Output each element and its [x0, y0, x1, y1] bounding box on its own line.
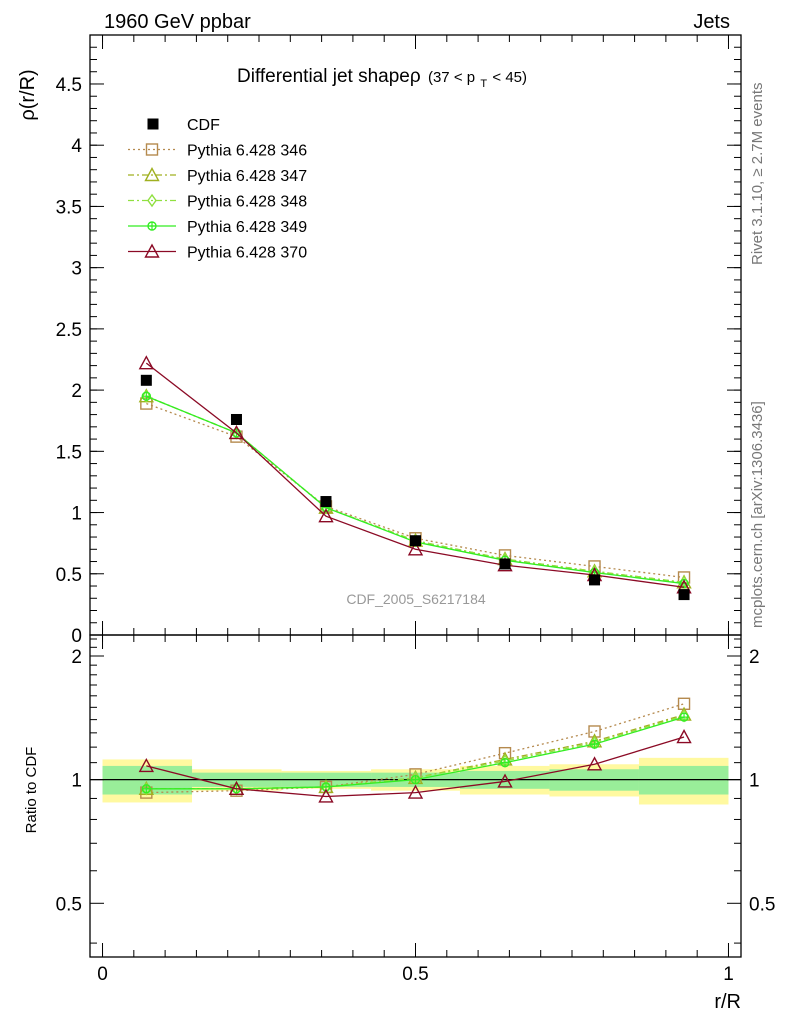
main-series-layer	[138, 355, 692, 601]
y-axis-label: ρ(r/R)	[17, 69, 39, 120]
y-tick-label: 0	[71, 626, 82, 647]
legend-marker	[144, 167, 160, 182]
x-tick-label: 1	[723, 964, 734, 985]
legend-entry-2: Pythia 6.428 347	[128, 167, 307, 185]
series-5-point	[318, 508, 334, 523]
series-4-ratio-point	[500, 757, 510, 768]
legend-data-marker	[147, 118, 159, 130]
series-5-point	[138, 355, 155, 370]
rivet-label: Rivet 3.1.10, ≥ 2.7M events	[749, 83, 766, 266]
mcplots-label: mcplots.cern.ch [arXiv:1306.3436]	[749, 401, 766, 628]
header-right: Jets	[693, 11, 730, 33]
legend-label: Pythia 6.428 347	[187, 168, 307, 185]
series-5-point	[407, 541, 424, 556]
ratio-tick-label-right: 1	[749, 771, 760, 792]
data-point	[499, 558, 511, 570]
series-5-ratio-point	[228, 780, 245, 795]
series-5-ratio-line	[146, 736, 685, 798]
x-tick-label: 0.5	[402, 964, 428, 985]
y-tick-label: 4.5	[56, 75, 82, 96]
data-point	[230, 413, 242, 425]
main-axes: 0 0.5 1 1.5 2 2.5 3 3.5 4 4.5	[56, 34, 741, 647]
series-5-ratio-point	[676, 729, 692, 744]
data-point	[589, 574, 601, 586]
series-3-ratio-point	[321, 780, 331, 794]
main-panel: 0 0.5 1 1.5 2 2.5 3 3.5 4 4.5 Differential jet sh…	[17, 34, 742, 647]
ratio-series-layer	[138, 697, 692, 803]
ratio-panel: 0 0.5 1 0.5 0.5 1 1 2 2 Ratio to CDF r/R	[23, 634, 775, 1013]
data-point	[140, 374, 152, 386]
y-tick-label: 1	[71, 504, 82, 525]
ratio-tick-label: 0.5	[56, 894, 82, 915]
series-5-ratio-point	[497, 773, 513, 788]
series-4-ratio-point	[410, 774, 421, 785]
series-4-point	[141, 391, 152, 401]
ratio-tick-label-right: 2	[749, 647, 760, 668]
legend-label: Pythia 6.428 349	[187, 219, 307, 236]
chart-title-range-tail: < 45)	[492, 69, 527, 86]
y-tick-label: 2.5	[56, 320, 82, 341]
series-5-ratio-point	[586, 756, 603, 771]
legend-data-label: CDF	[187, 117, 220, 134]
ratio-axis-label: Ratio to CDF	[23, 747, 40, 834]
series-4-ratio-point	[589, 739, 600, 749]
legend-entry-1: Pythia 6.428 346	[128, 143, 307, 160]
legend: CDF Pythia 6.428 346 Pythia 6.428 347 Pythi…	[128, 117, 307, 262]
ratio-frame	[89, 634, 742, 958]
series-3-point	[141, 389, 152, 403]
chart-title: Differential jet shapeρ (37 < p T < 45)	[237, 66, 527, 92]
series-3-ratio-point	[141, 782, 152, 796]
series-5-ratio-point	[318, 788, 334, 803]
series-4-ratio-point	[679, 712, 689, 722]
ratio-tick-label: 2	[71, 647, 82, 668]
legend-entry-3: Pythia 6.428 348	[128, 194, 307, 211]
series-4-ratio-point	[141, 784, 152, 794]
chart-title-range-sub: T	[480, 78, 487, 90]
chart-title-main: Differential jet shapeρ	[237, 66, 421, 87]
y-tick-label: 4	[71, 136, 82, 157]
legend-entry-4: Pythia 6.428 349	[128, 219, 307, 236]
legend-label: Pythia 6.428 346	[187, 143, 307, 160]
ratio-tick-label: 1	[71, 771, 82, 792]
series-5-line	[145, 362, 685, 588]
y-tick-label: 3.5	[56, 197, 82, 218]
data-point	[320, 496, 332, 508]
y-tick-label: 3	[71, 259, 82, 280]
series-5-ratio-point	[138, 757, 155, 773]
legend-marker	[144, 243, 160, 258]
data-point	[678, 589, 690, 601]
legend-label: Pythia 6.428 370	[187, 245, 307, 262]
analysis-id: CDF_2005_S6217184	[346, 591, 486, 607]
legend-entry-data: CDF	[147, 117, 220, 134]
x-tick-label: 0	[97, 964, 108, 985]
x-axis-label: r/R	[714, 991, 741, 1013]
data-point	[410, 535, 421, 547]
y-tick-label: 1.5	[56, 442, 82, 463]
legend-marker	[147, 221, 157, 231]
legend-entry-5: Pythia 6.428 370	[128, 243, 307, 262]
series-5-point	[228, 424, 245, 440]
series-5-ratio-point	[407, 784, 424, 799]
ratio-axes: 0 0.5 1 0.5 0.5 1 1 2 2	[56, 635, 775, 985]
legend-marker	[145, 143, 159, 156]
legend-marker	[147, 193, 157, 208]
y-tick-label: 0.5	[56, 565, 82, 586]
ratio-tick-label-right: 0.5	[749, 894, 775, 915]
y-tick-label: 2	[71, 381, 82, 402]
header-left: 1960 GeV ppbar	[104, 11, 251, 33]
chart-title-range-lead: (37 < p	[428, 69, 475, 86]
legend-label: Pythia 6.428 348	[187, 194, 307, 211]
